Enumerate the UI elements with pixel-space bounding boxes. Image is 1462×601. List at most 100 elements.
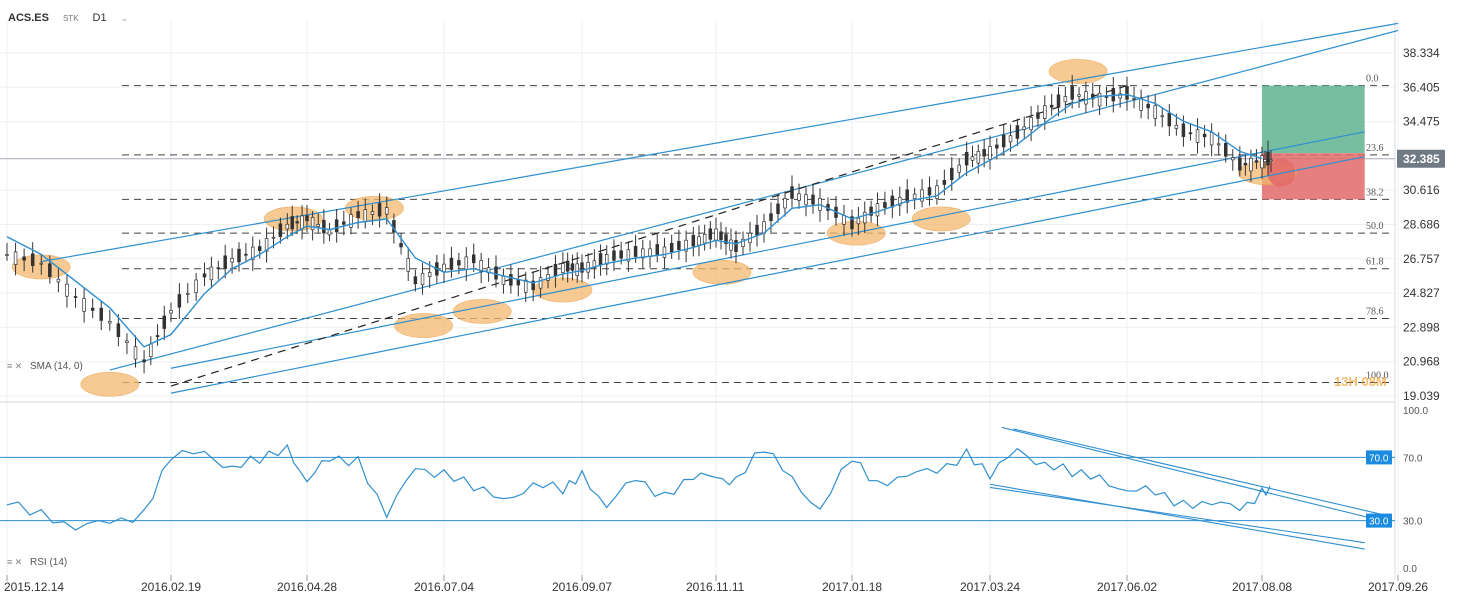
- candle-body: [264, 238, 269, 252]
- sma-label[interactable]: SMA (14, 0): [30, 361, 83, 372]
- candle-body: [5, 254, 9, 256]
- interval-selector[interactable]: D1: [92, 12, 107, 24]
- grid: [0, 20, 1399, 580]
- candle-body: [1043, 105, 1047, 119]
- rsi-tick-label: 70.0: [1403, 453, 1423, 464]
- chevron-down-icon[interactable]: ⌄: [120, 12, 129, 23]
- candle-body: [592, 260, 597, 269]
- price-tick-label: 22.898: [1403, 320, 1440, 334]
- indicator-labels: ≡ ✕ SMA (14, 0) ≡ ✕ RSI (14) 13H 08M: [7, 361, 1387, 568]
- price-tick-label: 28.686: [1403, 218, 1440, 232]
- rsi-level-tag: [1366, 513, 1392, 528]
- candle-body: [598, 253, 603, 266]
- symbol-label[interactable]: ACS.ES: [8, 12, 49, 24]
- candle-body: [244, 253, 248, 256]
- current-price-label: 32.385: [1403, 152, 1440, 166]
- candle-body: [797, 193, 801, 201]
- candle-body: [669, 242, 674, 253]
- candle-body: [1084, 91, 1088, 105]
- candle-body: [684, 239, 688, 252]
- rsi-level-tag-label: 70.0: [1369, 453, 1389, 464]
- candle-body: [1104, 96, 1109, 98]
- candle-body: [1008, 135, 1013, 143]
- candle-body: [702, 234, 707, 244]
- candle-body: [377, 203, 382, 217]
- date-tick-label: 2016.07.04: [414, 580, 474, 594]
- fib-level-label: 23.6: [1366, 143, 1384, 154]
- candle-body: [1056, 94, 1061, 108]
- highlight-ellipse: [80, 371, 140, 397]
- candle-body: [982, 149, 986, 157]
- candle-body: [1174, 124, 1179, 129]
- candle-body: [708, 228, 713, 240]
- candle-body: [285, 223, 290, 230]
- candle-body: [1036, 112, 1040, 119]
- candle-body: [202, 273, 207, 278]
- candle-body: [413, 276, 418, 285]
- candle-body: [883, 202, 887, 208]
- candle-body: [612, 250, 616, 261]
- candle-body: [927, 187, 932, 196]
- candle-body: [48, 263, 52, 277]
- candle-body: [580, 262, 584, 273]
- candle-body: [862, 211, 867, 224]
- candle-body: [1254, 160, 1259, 163]
- candle-body: [1202, 133, 1207, 138]
- rsi-label[interactable]: RSI (14): [30, 557, 67, 568]
- candle-body: [464, 256, 469, 270]
- candle-body: [82, 298, 86, 312]
- candle-body: [271, 236, 276, 239]
- candle-body: [142, 359, 146, 363]
- price-tick-label: 19.039: [1403, 389, 1440, 403]
- candle-body: [30, 253, 35, 266]
- candle-body: [39, 262, 44, 265]
- candle-body: [964, 152, 969, 166]
- candle-body: [399, 243, 403, 248]
- date-tick-label: 2017.08.08: [1232, 580, 1292, 594]
- candle-body: [1022, 126, 1026, 130]
- candle-body: [783, 198, 787, 209]
- settings-icon[interactable]: ≡ ✕: [7, 557, 22, 567]
- candle-body: [1015, 125, 1020, 139]
- candle-body: [1269, 159, 1273, 162]
- candle-body: [1153, 105, 1157, 119]
- price-tick-label: 36.405: [1403, 80, 1440, 94]
- candle-body: [149, 343, 153, 358]
- candle-body: [804, 194, 808, 206]
- fib-level-label: 0.0: [1366, 74, 1379, 85]
- candle-body: [741, 238, 745, 248]
- candle-body: [523, 279, 528, 293]
- candle-body: [479, 260, 483, 272]
- candle-body: [538, 277, 543, 289]
- candle-body: [442, 263, 446, 272]
- instrument-type: STK: [62, 13, 79, 23]
- candle-body: [626, 249, 631, 262]
- candle-body: [875, 203, 880, 217]
- candle-body: [633, 246, 638, 257]
- candle-body: [194, 279, 198, 293]
- candle-body: [988, 146, 992, 160]
- candle-body: [1249, 157, 1253, 172]
- candle-body: [99, 307, 103, 321]
- candle-body: [186, 292, 190, 295]
- candle-body: [570, 263, 575, 271]
- candle-body: [449, 257, 454, 270]
- candle-body: [356, 211, 360, 219]
- candle-body: [1063, 96, 1068, 103]
- candle-body: [619, 250, 623, 259]
- settings-icon[interactable]: ≡ ✕: [7, 361, 22, 371]
- candle-body: [322, 219, 326, 234]
- price-tick-label: 24.827: [1403, 286, 1440, 300]
- candle-body: [1001, 134, 1006, 148]
- candle-body: [1181, 123, 1186, 137]
- candle-body: [155, 335, 160, 338]
- candle-body: [1266, 151, 1270, 166]
- candle-body: [1077, 94, 1081, 97]
- candle-body: [662, 246, 667, 258]
- candle-body: [869, 206, 873, 216]
- candle-body: [1139, 97, 1143, 111]
- candle-body: [811, 194, 815, 205]
- candle-body: [509, 274, 513, 286]
- candle-body: [957, 164, 961, 173]
